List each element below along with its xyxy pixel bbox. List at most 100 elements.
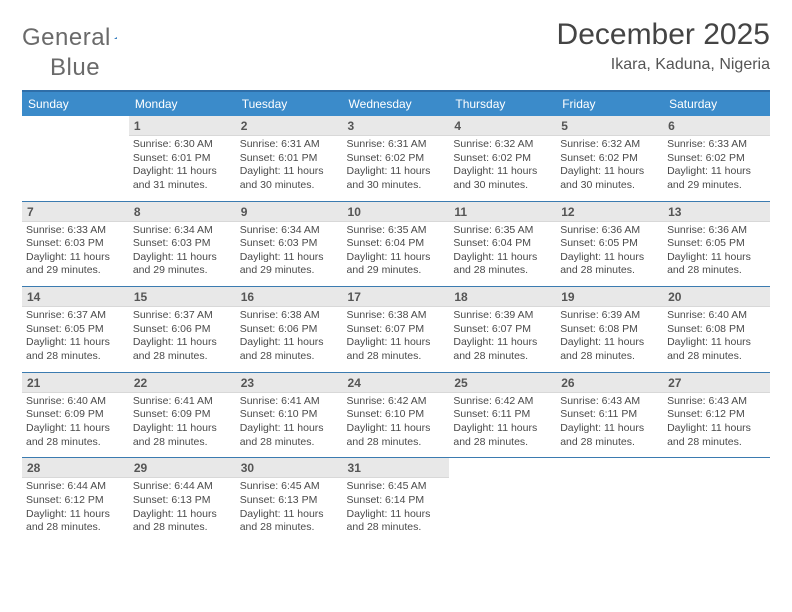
calendar-row: 28Sunrise: 6:44 AMSunset: 6:12 PMDayligh… (22, 458, 770, 543)
page-title: December 2025 (557, 18, 770, 52)
day-detail: Sunrise: 6:39 AMSunset: 6:08 PMDaylight:… (556, 307, 663, 372)
calendar-row: 14Sunrise: 6:37 AMSunset: 6:05 PMDayligh… (22, 287, 770, 373)
calendar-cell: 11Sunrise: 6:35 AMSunset: 6:04 PMDayligh… (449, 201, 556, 287)
calendar-cell: 28Sunrise: 6:44 AMSunset: 6:12 PMDayligh… (22, 458, 129, 543)
day-detail: Sunrise: 6:45 AMSunset: 6:13 PMDaylight:… (236, 478, 343, 543)
day-number: 14 (22, 287, 129, 307)
calendar-cell: 16Sunrise: 6:38 AMSunset: 6:06 PMDayligh… (236, 287, 343, 373)
calendar-row: 1Sunrise: 6:30 AMSunset: 6:01 PMDaylight… (22, 116, 770, 201)
day-detail: Sunrise: 6:37 AMSunset: 6:05 PMDaylight:… (22, 307, 129, 372)
calendar-cell: 17Sunrise: 6:38 AMSunset: 6:07 PMDayligh… (343, 287, 450, 373)
weekday-header: Wednesday (343, 92, 450, 116)
calendar-cell: 12Sunrise: 6:36 AMSunset: 6:05 PMDayligh… (556, 201, 663, 287)
day-detail: Sunrise: 6:33 AMSunset: 6:03 PMDaylight:… (22, 222, 129, 287)
calendar-cell: 26Sunrise: 6:43 AMSunset: 6:11 PMDayligh… (556, 372, 663, 458)
day-number: 25 (449, 373, 556, 393)
weekday-header: Thursday (449, 92, 556, 116)
day-number: 9 (236, 202, 343, 222)
day-number: 31 (343, 458, 450, 478)
calendar-cell (556, 458, 663, 543)
day-number: 3 (343, 116, 450, 136)
day-detail: Sunrise: 6:38 AMSunset: 6:07 PMDaylight:… (343, 307, 450, 372)
day-detail: Sunrise: 6:43 AMSunset: 6:12 PMDaylight:… (663, 393, 770, 458)
calendar-cell: 15Sunrise: 6:37 AMSunset: 6:06 PMDayligh… (129, 287, 236, 373)
day-detail: Sunrise: 6:41 AMSunset: 6:10 PMDaylight:… (236, 393, 343, 458)
day-number: 23 (236, 373, 343, 393)
day-number: 21 (22, 373, 129, 393)
calendar-cell: 21Sunrise: 6:40 AMSunset: 6:09 PMDayligh… (22, 372, 129, 458)
calendar-cell: 19Sunrise: 6:39 AMSunset: 6:08 PMDayligh… (556, 287, 663, 373)
day-detail: Sunrise: 6:32 AMSunset: 6:02 PMDaylight:… (556, 136, 663, 201)
day-number: 18 (449, 287, 556, 307)
day-number: 2 (236, 116, 343, 136)
day-number: 15 (129, 287, 236, 307)
calendar-body: 1Sunrise: 6:30 AMSunset: 6:01 PMDaylight… (22, 116, 770, 543)
calendar-cell: 7Sunrise: 6:33 AMSunset: 6:03 PMDaylight… (22, 201, 129, 287)
calendar-cell: 5Sunrise: 6:32 AMSunset: 6:02 PMDaylight… (556, 116, 663, 201)
day-detail: Sunrise: 6:34 AMSunset: 6:03 PMDaylight:… (129, 222, 236, 287)
brand-word-1: General (22, 24, 111, 52)
brand-word-2: Blue (24, 54, 100, 81)
day-number: 6 (663, 116, 770, 136)
weekday-header: Sunday (22, 92, 129, 116)
calendar-cell: 2Sunrise: 6:31 AMSunset: 6:01 PMDaylight… (236, 116, 343, 201)
calendar-cell: 8Sunrise: 6:34 AMSunset: 6:03 PMDaylight… (129, 201, 236, 287)
weekday-header: Monday (129, 92, 236, 116)
day-detail: Sunrise: 6:34 AMSunset: 6:03 PMDaylight:… (236, 222, 343, 287)
calendar-cell: 23Sunrise: 6:41 AMSunset: 6:10 PMDayligh… (236, 372, 343, 458)
day-number: 24 (343, 373, 450, 393)
day-detail: Sunrise: 6:41 AMSunset: 6:09 PMDaylight:… (129, 393, 236, 458)
day-detail: Sunrise: 6:39 AMSunset: 6:07 PMDaylight:… (449, 307, 556, 372)
day-detail: Sunrise: 6:30 AMSunset: 6:01 PMDaylight:… (129, 136, 236, 201)
calendar-table: SundayMondayTuesdayWednesdayThursdayFrid… (22, 92, 770, 543)
brand-logo: General (22, 24, 138, 52)
calendar-cell: 25Sunrise: 6:42 AMSunset: 6:11 PMDayligh… (449, 372, 556, 458)
calendar-cell (663, 458, 770, 543)
calendar-cell: 10Sunrise: 6:35 AMSunset: 6:04 PMDayligh… (343, 201, 450, 287)
calendar-cell: 6Sunrise: 6:33 AMSunset: 6:02 PMDaylight… (663, 116, 770, 201)
calendar-cell: 29Sunrise: 6:44 AMSunset: 6:13 PMDayligh… (129, 458, 236, 543)
day-detail: Sunrise: 6:32 AMSunset: 6:02 PMDaylight:… (449, 136, 556, 201)
day-number: 13 (663, 202, 770, 222)
day-number: 4 (449, 116, 556, 136)
day-number: 17 (343, 287, 450, 307)
calendar-cell: 9Sunrise: 6:34 AMSunset: 6:03 PMDaylight… (236, 201, 343, 287)
weekday-header: Tuesday (236, 92, 343, 116)
day-number: 1 (129, 116, 236, 136)
day-detail: Sunrise: 6:31 AMSunset: 6:01 PMDaylight:… (236, 136, 343, 201)
day-number: 16 (236, 287, 343, 307)
calendar-cell (449, 458, 556, 543)
calendar-cell: 3Sunrise: 6:31 AMSunset: 6:02 PMDaylight… (343, 116, 450, 201)
day-detail: Sunrise: 6:35 AMSunset: 6:04 PMDaylight:… (343, 222, 450, 287)
calendar-cell: 24Sunrise: 6:42 AMSunset: 6:10 PMDayligh… (343, 372, 450, 458)
day-number: 7 (22, 202, 129, 222)
day-detail: Sunrise: 6:33 AMSunset: 6:02 PMDaylight:… (663, 136, 770, 201)
day-detail: Sunrise: 6:38 AMSunset: 6:06 PMDaylight:… (236, 307, 343, 372)
title-block: December 2025 Ikara, Kaduna, Nigeria (557, 18, 770, 74)
day-number: 29 (129, 458, 236, 478)
calendar-cell: 27Sunrise: 6:43 AMSunset: 6:12 PMDayligh… (663, 372, 770, 458)
calendar-cell: 18Sunrise: 6:39 AMSunset: 6:07 PMDayligh… (449, 287, 556, 373)
day-detail: Sunrise: 6:42 AMSunset: 6:10 PMDaylight:… (343, 393, 450, 458)
day-detail: Sunrise: 6:44 AMSunset: 6:13 PMDaylight:… (129, 478, 236, 543)
calendar-cell: 1Sunrise: 6:30 AMSunset: 6:01 PMDaylight… (129, 116, 236, 201)
page-subtitle: Ikara, Kaduna, Nigeria (557, 56, 770, 74)
calendar-row: 21Sunrise: 6:40 AMSunset: 6:09 PMDayligh… (22, 372, 770, 458)
day-detail: Sunrise: 6:43 AMSunset: 6:11 PMDaylight:… (556, 393, 663, 458)
day-number: 10 (343, 202, 450, 222)
calendar-cell (22, 116, 129, 201)
day-number: 8 (129, 202, 236, 222)
weekday-header: Saturday (663, 92, 770, 116)
day-detail: Sunrise: 6:37 AMSunset: 6:06 PMDaylight:… (129, 307, 236, 372)
day-number: 27 (663, 373, 770, 393)
day-number: 5 (556, 116, 663, 136)
calendar-cell: 13Sunrise: 6:36 AMSunset: 6:05 PMDayligh… (663, 201, 770, 287)
day-detail: Sunrise: 6:36 AMSunset: 6:05 PMDaylight:… (556, 222, 663, 287)
day-number: 22 (129, 373, 236, 393)
day-number: 12 (556, 202, 663, 222)
brand-mark-icon (114, 30, 118, 46)
day-number: 30 (236, 458, 343, 478)
calendar-cell: 14Sunrise: 6:37 AMSunset: 6:05 PMDayligh… (22, 287, 129, 373)
day-number: 26 (556, 373, 663, 393)
day-detail: Sunrise: 6:45 AMSunset: 6:14 PMDaylight:… (343, 478, 450, 543)
